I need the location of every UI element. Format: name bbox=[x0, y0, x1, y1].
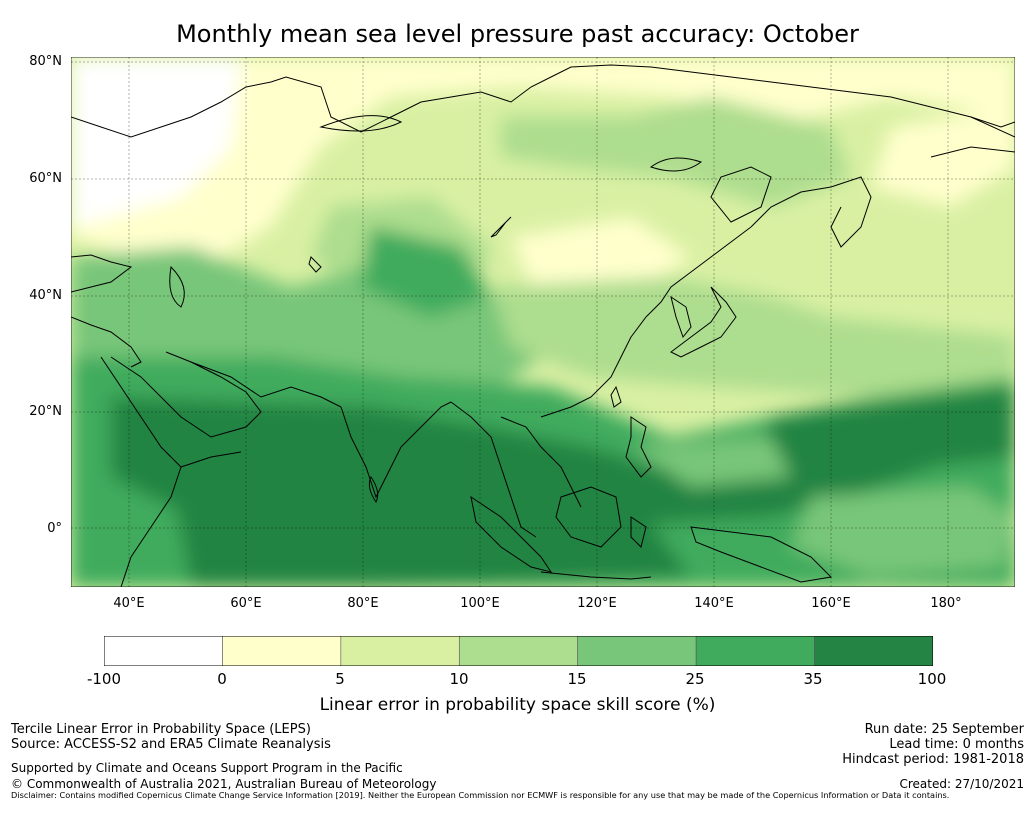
colorbar-tick: 25 bbox=[685, 670, 705, 688]
lat-label-80n: 80°N bbox=[29, 54, 62, 69]
footer-created: Created: 27/10/2021 bbox=[899, 777, 1024, 791]
colorbar-segment bbox=[577, 636, 697, 666]
gridlines bbox=[71, 57, 1015, 587]
skill-field bbox=[71, 57, 1015, 587]
lat-label-0: 0° bbox=[47, 521, 62, 536]
colorbar-tick: 5 bbox=[335, 670, 345, 688]
colorbar bbox=[104, 636, 933, 666]
lon-label-60e: 60°E bbox=[230, 596, 262, 611]
colorbar-segment bbox=[222, 636, 342, 666]
skill-score-map bbox=[71, 57, 1015, 587]
colorbar-tick: 35 bbox=[803, 670, 823, 688]
lon-label-100e: 100°E bbox=[460, 596, 500, 611]
footer-source: Source: ACCESS-S2 and ERA5 Climate Reana… bbox=[11, 737, 331, 752]
colorbar-tick: 10 bbox=[449, 670, 469, 688]
footer-method: Tercile Linear Error in Probability Spac… bbox=[11, 722, 311, 737]
colorbar-segment bbox=[814, 636, 933, 666]
lon-label-180: 180° bbox=[930, 596, 962, 611]
colorbar-segment bbox=[104, 636, 223, 666]
chart-title: Monthly mean sea level pressure past acc… bbox=[176, 20, 859, 48]
footer-disclaimer: Disclaimer: Contains modified Copernicus… bbox=[11, 790, 950, 800]
footer-run-date: Run date: 25 September bbox=[864, 722, 1024, 737]
footer-support: Supported by Climate and Oceans Support … bbox=[11, 761, 403, 775]
lat-label-20n: 20°N bbox=[29, 404, 62, 419]
lon-label-160e: 160°E bbox=[811, 596, 851, 611]
lon-label-120e: 120°E bbox=[577, 596, 617, 611]
colorbar-segment bbox=[458, 636, 579, 666]
footer-lead-time: Lead time: 0 months bbox=[889, 737, 1024, 752]
colorbar-tick: 100 bbox=[917, 670, 947, 688]
lon-label-80e: 80°E bbox=[347, 596, 379, 611]
colorbar-tick: 15 bbox=[567, 670, 587, 688]
footer-copyright: © Commonwealth of Australia 2021, Austra… bbox=[11, 777, 437, 791]
lat-label-60n: 60°N bbox=[29, 171, 62, 186]
colorbar-segment bbox=[695, 636, 815, 666]
lat-label-40n: 40°N bbox=[29, 288, 62, 303]
colorbar-tick: -100 bbox=[86, 670, 122, 688]
lon-label-140e: 140°E bbox=[694, 596, 734, 611]
footer-hindcast: Hindcast period: 1981-2018 bbox=[842, 752, 1024, 767]
lon-label-40e: 40°E bbox=[113, 596, 145, 611]
colorbar-segment bbox=[340, 636, 460, 666]
colorbar-label: Linear error in probability space skill … bbox=[319, 695, 716, 715]
colorbar-tick: 0 bbox=[217, 670, 227, 688]
coastlines bbox=[71, 64, 1015, 587]
